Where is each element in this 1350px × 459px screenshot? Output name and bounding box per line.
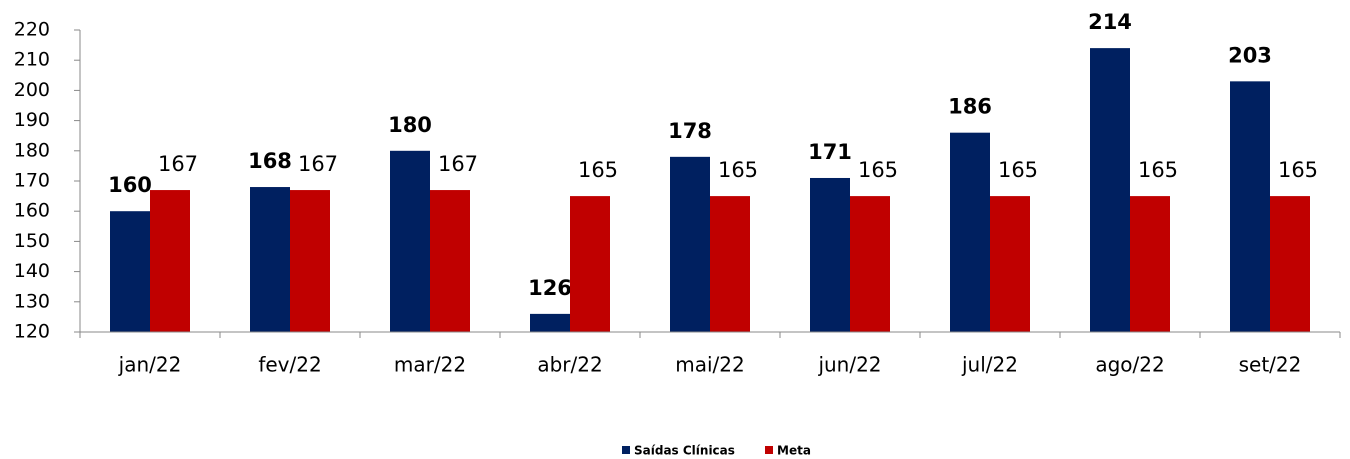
bar xyxy=(710,196,750,332)
data-label: 165 xyxy=(1278,158,1318,182)
data-label: 180 xyxy=(388,113,432,137)
bar xyxy=(850,196,890,332)
data-label: 167 xyxy=(298,152,338,176)
data-label: 186 xyxy=(948,95,992,119)
bar xyxy=(430,190,470,332)
y-tick-label: 200 xyxy=(14,79,50,101)
data-label: 168 xyxy=(248,149,292,173)
data-label: 165 xyxy=(1138,158,1178,182)
y-tick-label: 140 xyxy=(14,260,50,282)
data-label: 165 xyxy=(718,158,758,182)
bar xyxy=(950,132,990,332)
data-label: 167 xyxy=(158,152,198,176)
legend-label: Saídas Clínicas xyxy=(634,444,735,458)
x-tick-label: jan/22 xyxy=(118,353,182,377)
y-tick-label: 170 xyxy=(14,170,50,192)
bar xyxy=(530,313,570,332)
y-tick-label: 180 xyxy=(14,139,50,161)
data-label: 167 xyxy=(438,152,478,176)
y-tick-label: 220 xyxy=(14,19,50,41)
data-label: 165 xyxy=(998,158,1038,182)
bar xyxy=(1230,81,1270,332)
x-tick-label: jun/22 xyxy=(817,353,881,377)
y-tick-label: 210 xyxy=(14,49,50,71)
data-label: 160 xyxy=(108,173,152,197)
legend-swatch xyxy=(765,446,773,454)
y-tick-label: 130 xyxy=(14,290,50,312)
x-tick-label: set/22 xyxy=(1239,353,1302,377)
y-tick-label: 150 xyxy=(14,230,50,252)
data-label: 126 xyxy=(528,276,572,300)
bar xyxy=(290,190,330,332)
x-tick-label: jul/22 xyxy=(961,353,1018,377)
x-tick-label: mai/22 xyxy=(675,353,744,377)
bar xyxy=(150,190,190,332)
bar xyxy=(670,156,710,332)
data-label: 178 xyxy=(668,119,712,143)
data-label: 165 xyxy=(858,158,898,182)
y-tick-label: 190 xyxy=(14,109,50,131)
data-label: 171 xyxy=(808,140,852,164)
y-tick-label: 120 xyxy=(14,321,50,343)
bar xyxy=(390,150,430,332)
bar xyxy=(1130,196,1170,332)
bar xyxy=(110,211,150,332)
bar xyxy=(990,196,1030,332)
bar xyxy=(570,196,610,332)
bar xyxy=(250,187,290,332)
bar xyxy=(810,177,850,332)
y-tick-label: 160 xyxy=(14,200,50,222)
legend-swatch xyxy=(622,446,630,454)
data-label: 203 xyxy=(1228,43,1272,67)
x-tick-label: mar/22 xyxy=(394,353,466,377)
x-tick-label: fev/22 xyxy=(258,353,321,377)
x-tick-label: ago/22 xyxy=(1095,353,1164,377)
data-label: 214 xyxy=(1088,10,1132,34)
legend-label: Meta xyxy=(777,444,811,458)
bar xyxy=(1270,196,1310,332)
data-label: 165 xyxy=(578,158,618,182)
bar xyxy=(1090,48,1130,333)
x-tick-label: abr/22 xyxy=(537,353,602,377)
